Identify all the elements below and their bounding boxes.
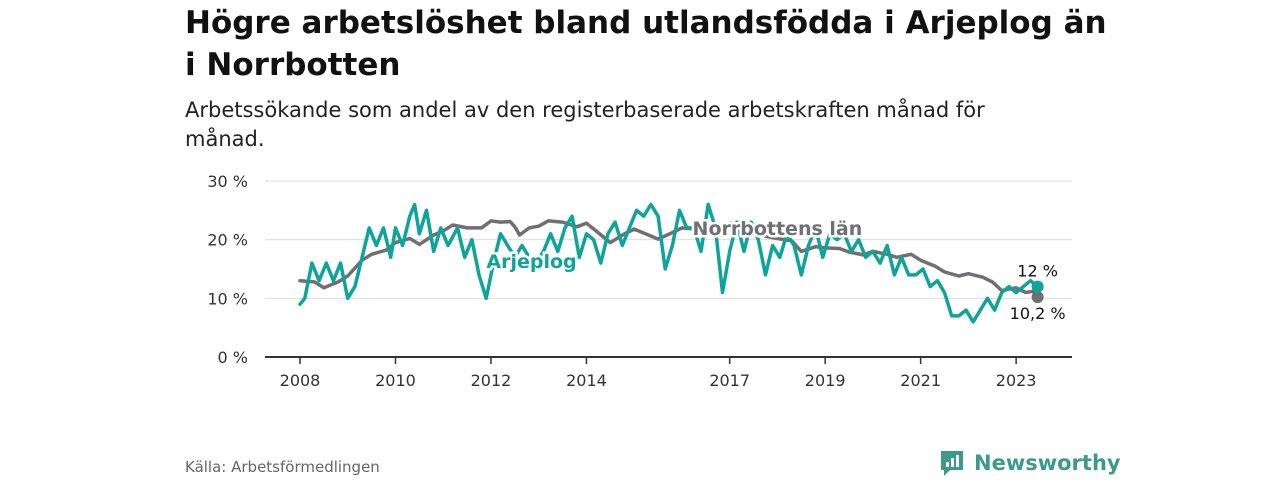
end-dot-arjeplog xyxy=(1031,280,1044,293)
y-tick-label: 0 % xyxy=(218,348,248,367)
series-line-arjeplog xyxy=(298,202,1040,324)
x-tick-label: 2021 xyxy=(900,371,941,390)
series-label-arjeplog: Arjeplog xyxy=(486,251,576,273)
source-note: Källa: Arbetsförmedlingen xyxy=(185,458,380,476)
brand-name: Newsworthy xyxy=(974,451,1121,475)
newsworthy-icon xyxy=(941,451,963,476)
x-tick-label: 2017 xyxy=(709,371,750,390)
chart-subtitle: Arbetssökande som andel av den registerb… xyxy=(185,98,985,151)
x-tick-label: 2012 xyxy=(471,371,512,390)
y-tick-label: 10 % xyxy=(207,289,248,308)
x-tick-label: 2014 xyxy=(566,371,607,390)
x-tick-label: 2008 xyxy=(280,371,321,390)
x-tick-label: 2023 xyxy=(996,371,1037,390)
series-label-norrbotten: Norrbottens län xyxy=(693,218,863,240)
end-label-norrbotten: 10,2 % xyxy=(1010,304,1066,323)
end-dot-norrbotten xyxy=(1031,291,1044,304)
series-line-norrbotten xyxy=(298,219,1040,299)
x-tick-label: 2019 xyxy=(805,371,846,390)
y-tick-label: 20 % xyxy=(207,231,248,250)
end-label-arjeplog: 12 % xyxy=(1017,262,1058,281)
y-tick-label: 30 % xyxy=(207,172,248,191)
chart-title: Högre arbetslöshet bland utlandsfödda i … xyxy=(185,5,1107,83)
brand-logo: Newsworthy xyxy=(938,448,1121,478)
x-tick-label: 2010 xyxy=(375,371,416,390)
